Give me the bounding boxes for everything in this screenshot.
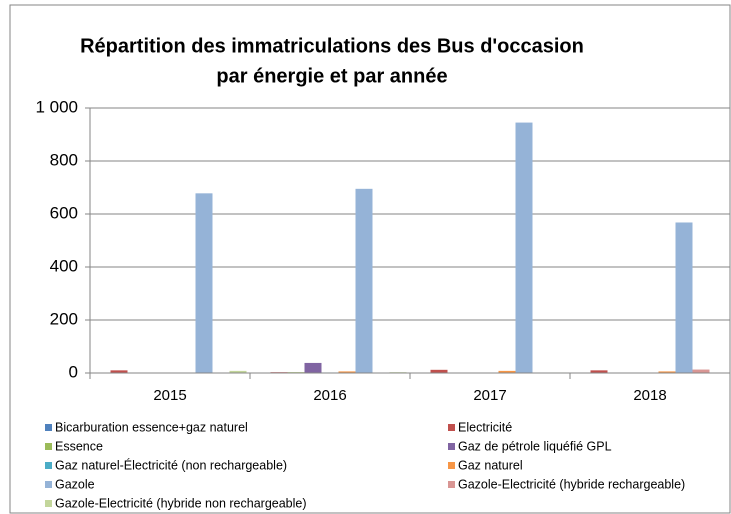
chart-title: par énergie et par année [216,65,447,87]
bar [355,188,373,373]
bar [195,193,213,373]
bar [338,371,356,373]
bar [498,370,516,373]
chart-title: Répartition des immatriculations des Bus… [80,35,584,57]
x-tick-label: 2018 [633,387,666,404]
legend-swatch [448,462,455,469]
y-tick-label: 0 [69,362,78,381]
legend-label: Gaz naturel-Électricité (non rechargeabl… [55,457,287,472]
y-tick-label: 200 [50,309,78,328]
legend-label: Essence [55,439,103,453]
legend-swatch [448,443,455,450]
bar [515,122,533,373]
y-tick-label: 400 [50,256,78,275]
legend-swatch [45,443,52,450]
x-tick-label: 2017 [473,387,506,404]
bar [304,362,322,373]
legend-label: Bicarburation essence+gaz naturel [55,420,248,434]
y-tick-label: 600 [50,203,78,222]
x-tick-label: 2015 [153,387,186,404]
bar [110,370,128,373]
x-tick-label: 2016 [313,387,346,404]
bar [692,369,710,373]
legend-swatch [45,462,52,469]
bar [658,371,676,373]
bar [675,222,693,373]
y-tick-label: 800 [50,150,78,169]
legend-label: Gazole-Electricité (hybride rechargeable… [458,477,685,491]
bar [590,370,608,373]
legend-swatch [45,481,52,488]
legend-swatch [45,500,52,507]
bar [430,369,448,373]
legend-swatch [448,424,455,431]
legend-label: Gaz de pétrole liquéfié GPL [458,439,612,453]
legend-label: Electricité [458,420,512,434]
legend-label: Gazole [55,477,95,491]
legend-label: Gaz naturel [458,458,523,472]
y-tick-label: 1 000 [35,97,78,116]
legend-swatch [45,424,52,431]
legend-label: Gazole-Electricité (hybride non recharge… [55,496,307,510]
bar [229,370,247,373]
legend-swatch [448,481,455,488]
